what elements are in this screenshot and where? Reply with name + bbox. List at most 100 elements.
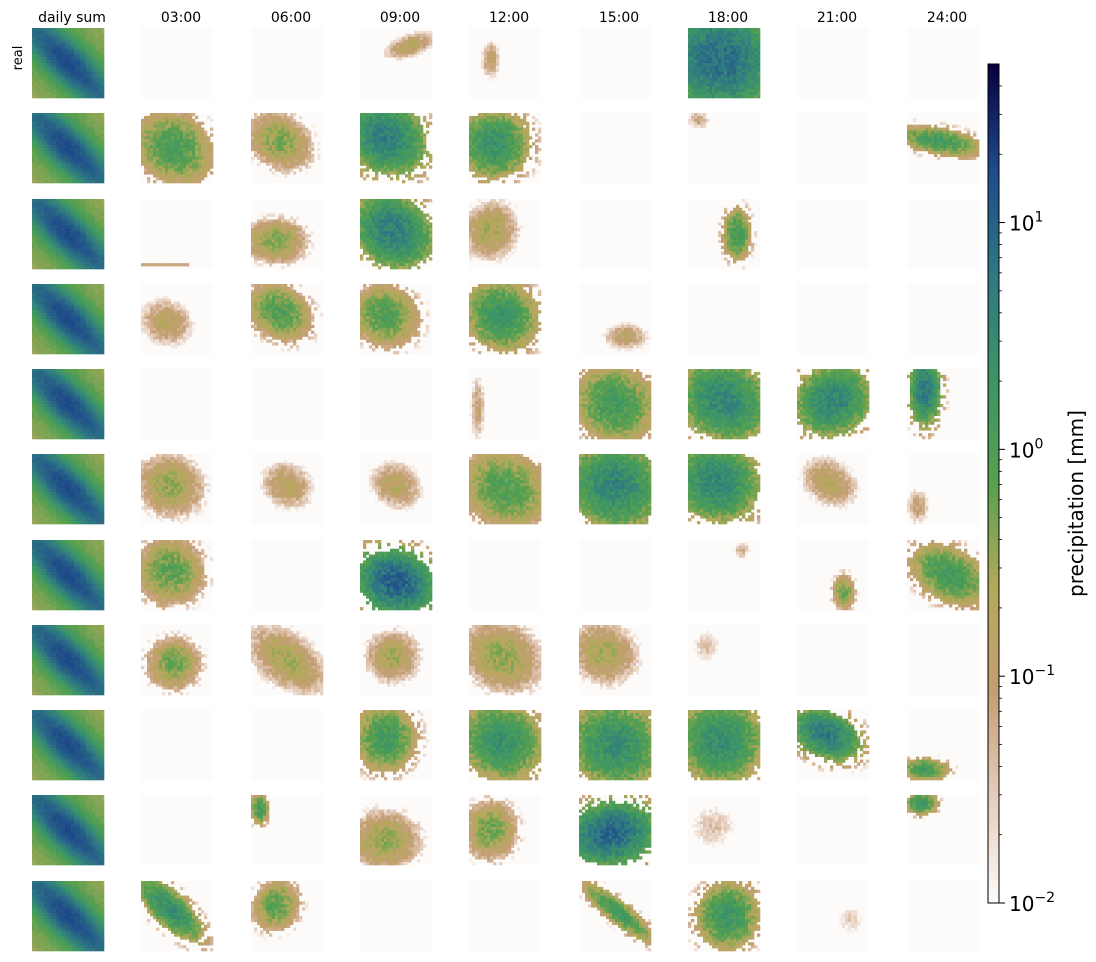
- heat-cell: [89, 219, 93, 223]
- heat-cell: [62, 33, 66, 38]
- heat-cell: [390, 204, 394, 209]
- heat-cell: [299, 231, 303, 235]
- panel-r1-c6: [688, 113, 760, 183]
- heat-cell: [697, 124, 701, 128]
- heat-cell: [47, 236, 51, 241]
- heat-cell: [83, 80, 87, 84]
- heat-cell: [41, 150, 45, 155]
- heat-cell: [751, 57, 755, 61]
- heat-cell: [251, 231, 255, 235]
- heat-cell: [487, 115, 491, 120]
- heat-cell: [62, 251, 66, 255]
- heat-cell: [514, 145, 518, 149]
- heat-cell: [733, 39, 737, 43]
- heat-cell: [296, 216, 300, 220]
- heat-cell: [189, 177, 193, 181]
- heat-cell: [417, 127, 421, 131]
- heat-cell: [162, 150, 166, 155]
- heat-cell: [86, 28, 90, 32]
- heat-cell: [50, 127, 54, 131]
- heat-cell: [68, 95, 72, 99]
- heat-cell: [384, 168, 388, 172]
- heat-cell: [56, 89, 60, 93]
- heat-cell: [38, 199, 42, 203]
- heat-cell: [514, 153, 518, 158]
- heat-cell: [475, 118, 479, 123]
- heat-cell: [50, 174, 54, 178]
- heat-cell: [183, 150, 187, 155]
- heat-cell: [414, 148, 418, 152]
- heat-cell: [65, 121, 69, 125]
- heat-cell: [266, 236, 270, 241]
- heat-cell: [281, 127, 285, 131]
- heat-cell: [153, 148, 157, 152]
- heat-cell: [192, 156, 196, 160]
- heat-cell: [77, 263, 81, 267]
- heat-cell: [378, 113, 382, 117]
- heat-cell: [44, 219, 48, 223]
- heat-cell: [709, 39, 713, 43]
- heat-cell: [742, 51, 746, 55]
- heat-cell: [92, 63, 96, 67]
- column-label: 06:00: [271, 10, 311, 26]
- heat-cell: [363, 150, 367, 155]
- heat-cell: [101, 254, 105, 258]
- heat-cell: [47, 30, 51, 35]
- heat-cell: [688, 74, 692, 78]
- heat-cell: [688, 83, 692, 87]
- heat-cell: [59, 33, 63, 38]
- heat-cell: [393, 171, 397, 175]
- heat-cell: [86, 80, 90, 84]
- heat-cell: [74, 251, 78, 255]
- heat-cell: [59, 150, 63, 155]
- heat-cell: [257, 228, 261, 232]
- heat-cell: [41, 133, 45, 137]
- heat-cell: [393, 168, 397, 172]
- heat-cell: [65, 86, 69, 90]
- heat-cell: [257, 127, 261, 131]
- heat-cell: [254, 115, 258, 120]
- heat-cell: [913, 148, 917, 152]
- heat-cell: [366, 118, 370, 123]
- heat-cell: [284, 133, 288, 137]
- heat-cell: [688, 118, 692, 123]
- heat-cell: [80, 168, 84, 172]
- heat-cell: [490, 74, 494, 78]
- heat-cell: [56, 228, 60, 232]
- heat-cell: [538, 127, 542, 131]
- heat-cell: [311, 142, 315, 146]
- heat-cell: [287, 124, 291, 128]
- heat-cell: [44, 39, 48, 43]
- heat-cell: [198, 124, 202, 128]
- heat-cell: [86, 92, 90, 96]
- heat-cell: [80, 80, 84, 84]
- heat-cell: [369, 153, 373, 158]
- heat-cell: [712, 51, 716, 55]
- heat-cell: [56, 39, 60, 43]
- heat-cell: [487, 130, 491, 134]
- heat-cell: [393, 153, 397, 158]
- heat-cell: [68, 213, 72, 217]
- heat-cell: [50, 162, 54, 166]
- panel-r2-c2: [251, 199, 323, 270]
- heat-cell: [53, 57, 57, 61]
- heat-cell: [399, 127, 403, 131]
- heat-cell: [156, 165, 160, 169]
- heat-cell: [71, 177, 75, 181]
- heat-cell: [757, 89, 761, 93]
- heat-cell: [381, 199, 385, 203]
- heat-cell: [141, 124, 145, 128]
- heat-cell: [269, 225, 273, 229]
- heat-cell: [429, 30, 433, 35]
- heat-cell: [89, 118, 93, 123]
- heat-cell: [408, 115, 412, 120]
- heat-cell: [715, 54, 719, 58]
- heat-cell: [98, 207, 102, 211]
- heat-cell: [35, 74, 39, 78]
- heat-cell: [210, 162, 214, 166]
- heat-cell: [499, 133, 503, 137]
- heat-cell: [919, 133, 923, 137]
- heat-cell: [56, 45, 60, 49]
- heat-cell: [290, 245, 294, 249]
- heat-cell: [499, 168, 503, 172]
